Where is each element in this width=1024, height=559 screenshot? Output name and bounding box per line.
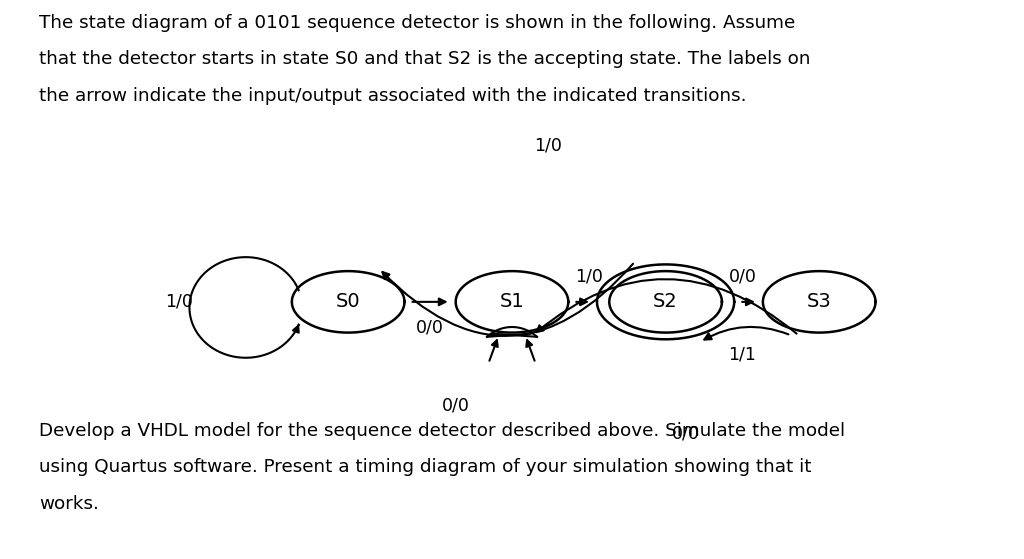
Text: 1/1: 1/1 <box>728 346 757 364</box>
Text: works.: works. <box>39 495 98 513</box>
Text: 1/0: 1/0 <box>574 268 603 286</box>
Text: using Quartus software. Present a timing diagram of your simulation showing that: using Quartus software. Present a timing… <box>39 458 811 476</box>
Text: Develop a VHDL model for the sequence detector described above. Simulate the mod: Develop a VHDL model for the sequence de… <box>39 422 845 440</box>
Text: S2: S2 <box>653 292 678 311</box>
Text: S1: S1 <box>500 292 524 311</box>
Text: that the detector starts in state S0 and that S2 is the accepting state. The lab: that the detector starts in state S0 and… <box>39 50 810 68</box>
Text: 0/0: 0/0 <box>672 424 700 442</box>
Text: S3: S3 <box>807 292 831 311</box>
Text: The state diagram of a 0101 sequence detector is shown in the following. Assume: The state diagram of a 0101 sequence det… <box>39 14 796 32</box>
Text: S0: S0 <box>336 292 360 311</box>
Text: 1/0: 1/0 <box>534 136 562 154</box>
Text: 1/0: 1/0 <box>165 293 194 311</box>
Text: 0/0: 0/0 <box>416 318 444 336</box>
Text: 0/0: 0/0 <box>728 268 757 286</box>
Text: 0/0: 0/0 <box>441 396 470 414</box>
Text: the arrow indicate the input/output associated with the indicated transitions.: the arrow indicate the input/output asso… <box>39 87 746 105</box>
